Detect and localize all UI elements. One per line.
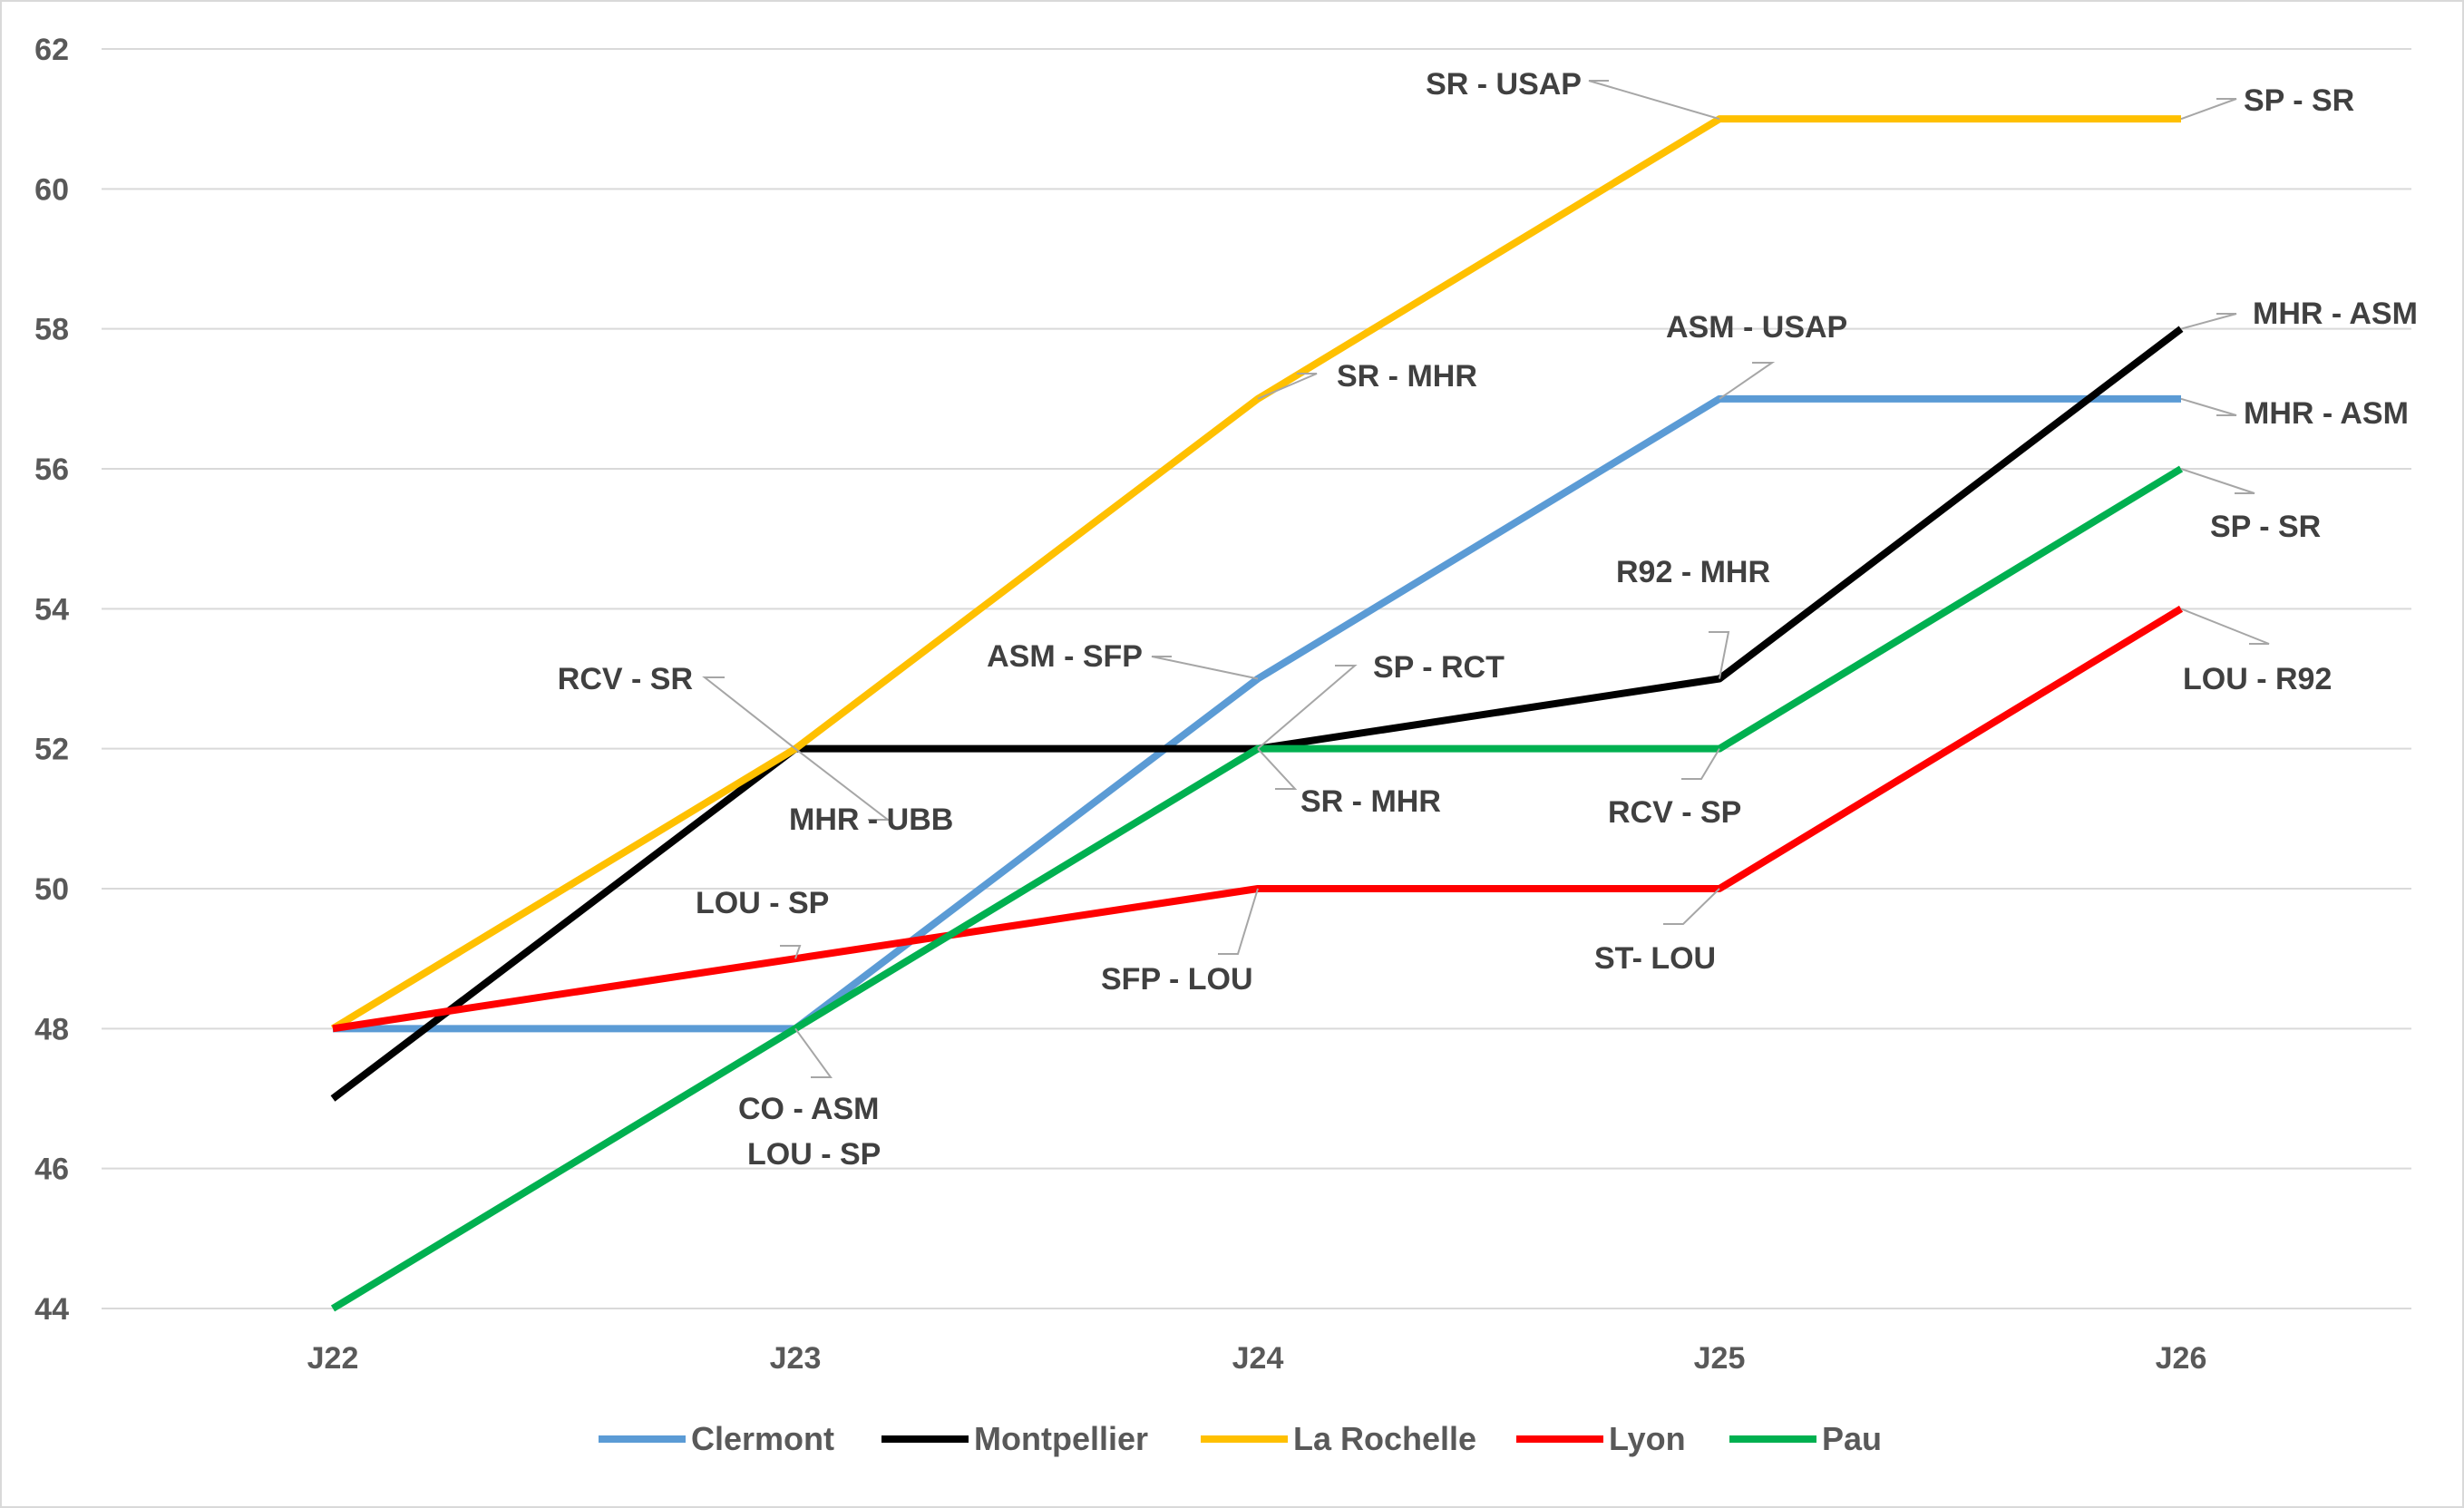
- annotation-leader: [2180, 468, 2255, 494]
- y-tick-label: 54: [34, 592, 69, 627]
- x-tick-label: J26: [2156, 1341, 2207, 1376]
- legend-label: Pau: [1822, 1420, 1882, 1457]
- y-axis: 44 46 48 50 52 54 56 58 60 62: [34, 33, 69, 1327]
- data-label: MHR - UBB: [789, 803, 953, 837]
- annotation-leader: [1257, 665, 1358, 750]
- annotation-leader: [2180, 397, 2237, 416]
- data-label: R92 - MHR: [1616, 555, 1770, 589]
- y-tick-label: 48: [34, 1012, 69, 1046]
- data-label: RCV - SR: [558, 662, 693, 696]
- annotation-leader: [1663, 888, 1720, 925]
- annotation-leader: [1681, 748, 1720, 780]
- annotation-leader: [2180, 313, 2237, 330]
- data-label: LOU - SP: [696, 886, 829, 920]
- legend-label: Montpellier: [974, 1420, 1148, 1457]
- annotation-leader: [702, 676, 796, 750]
- y-tick-label: 46: [34, 1153, 69, 1187]
- x-tick-label: J25: [1694, 1341, 1746, 1376]
- annotation-leader: [1719, 362, 1776, 400]
- annotation-leader: [780, 945, 802, 959]
- data-label: SP - SR: [2244, 83, 2354, 118]
- data-label: MHR - ASM: [2253, 297, 2418, 331]
- data-annotations: RCV - SR MHR - UBB LOU - SP CO - ASM LOU - S…: [558, 67, 2418, 1172]
- annotation-leader: [1709, 631, 1730, 679]
- data-label: LOU - SP: [747, 1137, 881, 1172]
- y-tick-label: 52: [34, 733, 69, 767]
- data-label: SP - SR: [2210, 510, 2321, 544]
- legend-label: Clermont: [691, 1420, 834, 1457]
- y-tick-label: 62: [34, 33, 69, 67]
- y-tick-label: 44: [34, 1292, 69, 1327]
- annotation-leader: [794, 1027, 833, 1078]
- data-label: SFP - LOU: [1101, 962, 1253, 997]
- annotation-leader: [2180, 98, 2237, 121]
- legend-label: La Rochelle: [1293, 1420, 1476, 1457]
- y-tick-label: 56: [34, 452, 69, 487]
- data-label: ASM - USAP: [1666, 310, 1847, 345]
- annotation-leader: [1257, 747, 1298, 790]
- data-label: SP - RCT: [1373, 650, 1505, 685]
- legend-label: Lyon: [1609, 1420, 1686, 1457]
- series-line-clermont: [333, 394, 2181, 1033]
- y-tick-label: 50: [34, 872, 69, 907]
- y-tick-label: 58: [34, 313, 69, 347]
- data-label: RCV - SP: [1608, 795, 1741, 830]
- x-axis: J22 J23 J24 J25 J26: [307, 1341, 2207, 1376]
- annotation-leader: [1588, 80, 1720, 121]
- data-label: MHR - ASM: [2244, 396, 2409, 431]
- annotation-leader: [1151, 656, 1259, 680]
- x-tick-label: J22: [307, 1341, 359, 1376]
- annotation-leader: [794, 747, 891, 821]
- data-label: LOU - R92: [2183, 662, 2332, 696]
- x-tick-label: J23: [770, 1341, 822, 1376]
- data-label: SR - USAP: [1426, 67, 1582, 102]
- annotation-leader: [1218, 888, 1259, 955]
- data-label: ST- LOU: [1594, 941, 1716, 976]
- data-label: SR - MHR: [1300, 784, 1441, 819]
- annotation-leader: [2180, 608, 2270, 645]
- data-label: CO - ASM: [738, 1092, 880, 1126]
- series-lines: [330, 115, 2184, 1312]
- annotation-leader: [1257, 373, 1318, 400]
- legend: Clermont Montpellier La Rochelle Lyon Pau: [599, 1420, 1882, 1457]
- data-label: ASM - SFP: [987, 639, 1143, 674]
- data-label: SR - MHR: [1337, 359, 1477, 394]
- x-tick-label: J24: [1232, 1341, 1284, 1376]
- y-tick-label: 60: [34, 172, 69, 207]
